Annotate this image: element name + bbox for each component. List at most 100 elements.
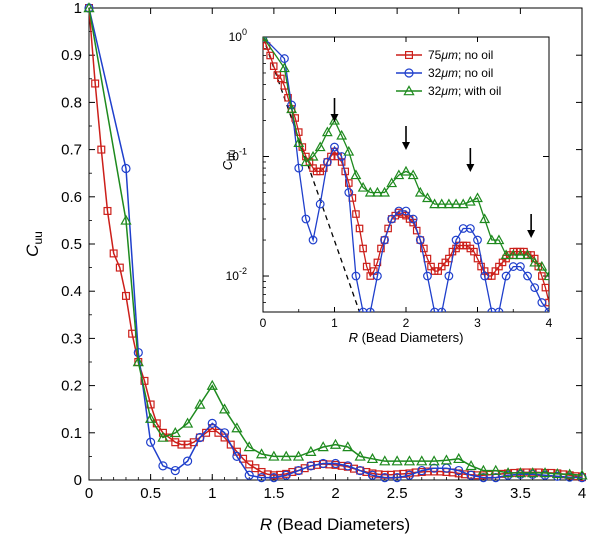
main-point-square xyxy=(115,263,124,272)
inset-x-tick-label: 2 xyxy=(403,316,410,330)
main-y-axis-title-sub: uu xyxy=(31,231,45,244)
main-point-triangle xyxy=(539,467,551,478)
main-point-triangle xyxy=(317,441,329,452)
main-series xyxy=(83,2,588,483)
inset-point-square xyxy=(384,224,392,233)
inset-point-triangle xyxy=(279,62,290,73)
inset-point-triangle xyxy=(514,249,526,260)
inset-arrow-head xyxy=(330,114,339,122)
main-point-circle xyxy=(330,458,341,469)
main-point-square xyxy=(91,79,100,88)
main-point-circle xyxy=(343,461,353,471)
main-y-tick-label: 0.6 xyxy=(61,189,82,206)
main-x-tick-label: 4 xyxy=(578,485,586,502)
inset-point-triangle xyxy=(536,260,548,271)
inset-point-circle xyxy=(487,307,497,312)
main-point-triangle xyxy=(145,412,157,423)
inset-point-square xyxy=(284,93,292,102)
main-point-triangle xyxy=(465,460,477,471)
inset-y-tick-exp: -1 xyxy=(239,147,247,157)
main-point-circle xyxy=(146,437,156,447)
inset-arrow-head xyxy=(466,164,475,172)
inset-point-triangle xyxy=(407,169,419,180)
inset-series xyxy=(263,37,549,312)
main-point-triangle xyxy=(342,441,354,452)
main-point-circle xyxy=(269,473,279,483)
legend-label-unit-mu: μ xyxy=(440,66,448,80)
inset-point-triangle xyxy=(436,198,448,209)
inset-point-circle xyxy=(373,271,382,281)
inset-point-triangle xyxy=(457,198,469,209)
inset-point-circle xyxy=(330,142,339,152)
main-point-triangle xyxy=(403,455,416,466)
main-y-tick-label: 0.5 xyxy=(61,236,82,253)
main-point-circle xyxy=(244,470,254,480)
main-point-square xyxy=(356,466,365,475)
legend-label-unit-mu: μ xyxy=(440,48,448,62)
inset-point-triangle xyxy=(486,234,498,245)
legend-label-unit-mu: μ xyxy=(440,84,448,98)
inset-point-triangle xyxy=(414,186,426,197)
main-point-triangle xyxy=(490,464,502,475)
main-x-tick-label: 2.5 xyxy=(387,485,408,502)
inset-point-square xyxy=(294,128,303,136)
main-point-triangle xyxy=(391,455,403,466)
main-x-tick-label: 1 xyxy=(208,485,216,502)
inset-y-tick-label: 100 xyxy=(229,27,247,44)
inset-point-circle xyxy=(408,214,418,224)
inset-point-circle xyxy=(523,271,532,281)
main-point-circle xyxy=(355,465,365,476)
main-point-triangle xyxy=(255,448,268,459)
main-y-tick-label: 0.3 xyxy=(61,330,82,347)
main-point-circle xyxy=(195,432,205,443)
inset-x-tick-label: 0 xyxy=(260,316,267,330)
inset-point-triangle xyxy=(321,126,333,137)
inset-point-square xyxy=(277,74,285,83)
inset-point-circle xyxy=(451,235,461,245)
inset-point-circle xyxy=(537,298,547,307)
inset-point-circle xyxy=(315,199,325,209)
inset-point-circle xyxy=(437,307,447,312)
main-point-triangle xyxy=(83,2,95,13)
main-y-axis-title-c: C xyxy=(23,244,42,257)
legend-label: 32μm; with oil xyxy=(428,84,501,98)
main-point-triangle xyxy=(440,454,453,465)
inset-point-triangle xyxy=(314,141,326,152)
inset-point-circle xyxy=(387,214,397,224)
inset-point-triangle xyxy=(379,186,390,197)
main-point-triangle xyxy=(218,403,231,414)
inset-point-triangle xyxy=(507,249,519,260)
inset-point-square xyxy=(352,210,360,218)
main-y-tick-label: 0.4 xyxy=(61,283,82,300)
inset-y-tick-base: 10 xyxy=(226,269,240,283)
inset-point-circle xyxy=(401,206,411,216)
main-x-axis-title: R (Bead Diameters) xyxy=(260,515,410,534)
main-x-tick-label: 3 xyxy=(455,485,463,502)
inset-point-triangle xyxy=(400,165,412,176)
inset-point-square xyxy=(359,244,367,253)
main-point-triangle xyxy=(194,398,206,409)
inset-point-triangle xyxy=(307,150,319,161)
main-y-tick-label: 0.8 xyxy=(61,94,82,111)
inset-point-circle xyxy=(444,271,454,281)
main-point-circle xyxy=(121,163,131,174)
main-point-square xyxy=(325,460,334,469)
inset-y-tick-exp: -2 xyxy=(239,266,247,276)
main-point-triangle xyxy=(502,467,514,478)
inset-point-triangle xyxy=(543,270,549,281)
main-point-circle xyxy=(380,473,390,483)
legend-label-size: 32 xyxy=(428,84,442,98)
inset-point-circle xyxy=(365,307,375,312)
main-point-triangle xyxy=(132,356,144,367)
inset-point-triangle xyxy=(472,192,483,203)
inset-point-square xyxy=(412,226,421,235)
main-point-triangle xyxy=(379,455,391,466)
main-point-circle xyxy=(207,418,217,428)
main-point-square xyxy=(177,440,186,449)
main-y-tick-label: 0.2 xyxy=(61,378,82,395)
main-point-triangle xyxy=(514,467,526,478)
inset-point-square xyxy=(362,262,371,271)
inset-point-circle xyxy=(415,235,425,245)
